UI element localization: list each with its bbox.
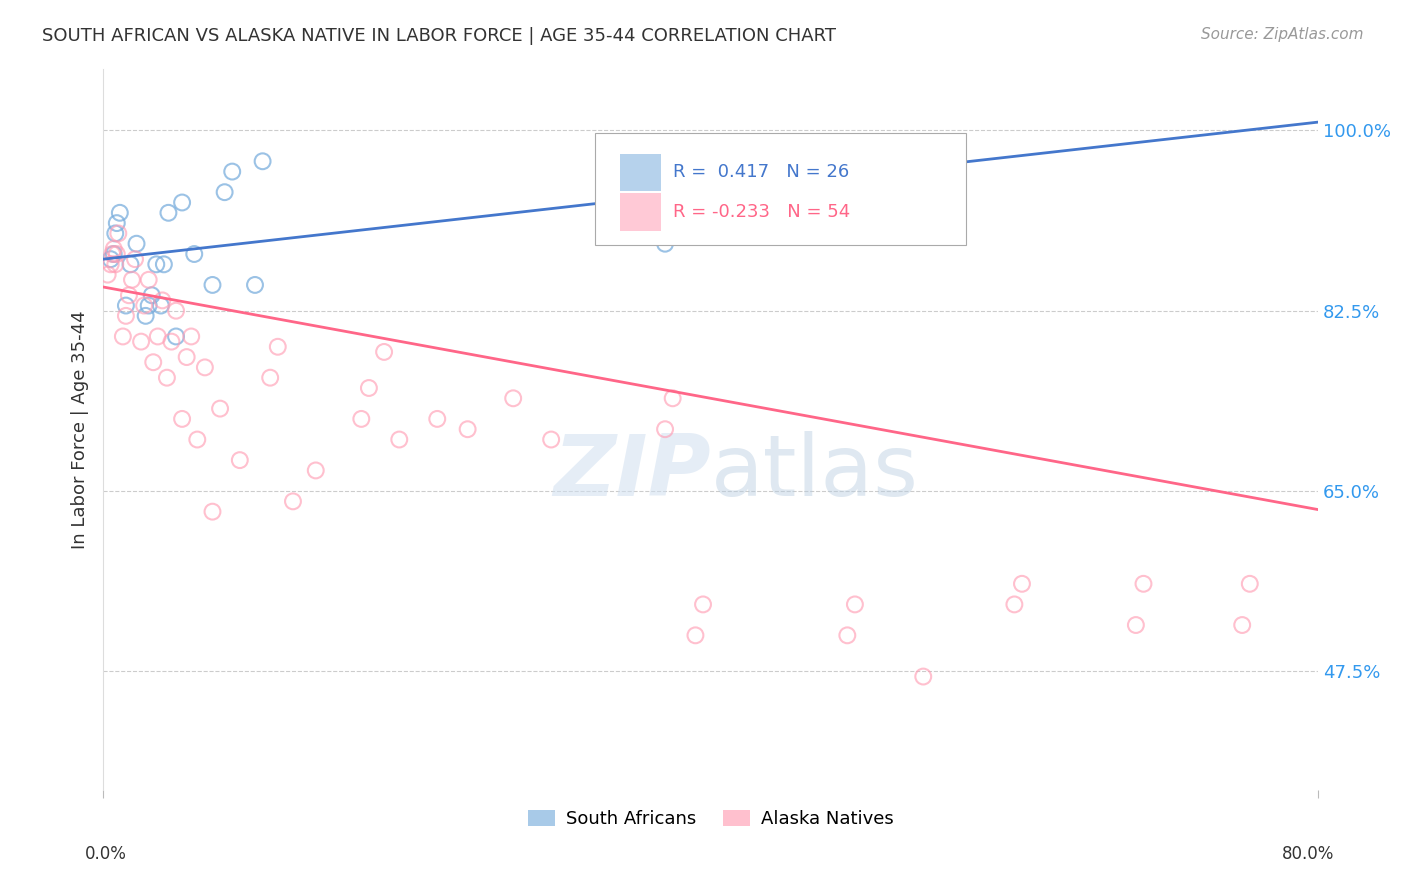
FancyBboxPatch shape	[595, 134, 966, 245]
Text: 80.0%: 80.0%	[1281, 846, 1334, 863]
Point	[138, 299, 160, 313]
Point	[1230, 618, 1253, 632]
Text: 0.0%: 0.0%	[84, 846, 127, 863]
Point	[654, 422, 676, 436]
Point	[115, 309, 138, 323]
Point	[153, 257, 176, 271]
Point	[281, 494, 304, 508]
Point	[201, 505, 224, 519]
Point	[105, 247, 128, 261]
Point	[160, 334, 183, 349]
Point	[540, 433, 562, 447]
Point	[100, 257, 122, 271]
Point	[129, 334, 152, 349]
Point	[150, 293, 173, 308]
Point	[135, 309, 157, 323]
Point	[157, 206, 180, 220]
Point	[103, 247, 125, 261]
Point	[214, 185, 236, 199]
Point	[149, 299, 172, 313]
Point	[1011, 576, 1033, 591]
Point	[183, 247, 205, 261]
Point	[103, 242, 125, 256]
Point	[1125, 618, 1147, 632]
Point	[141, 288, 163, 302]
Point	[388, 433, 411, 447]
Point	[350, 412, 373, 426]
Point	[107, 227, 129, 241]
Point	[165, 303, 187, 318]
Text: atlas: atlas	[710, 431, 918, 514]
Point	[654, 236, 676, 251]
Point	[172, 412, 194, 426]
Text: Source: ZipAtlas.com: Source: ZipAtlas.com	[1201, 27, 1364, 42]
Point	[243, 277, 266, 292]
Point	[115, 299, 138, 313]
Point	[1002, 598, 1025, 612]
Point	[138, 273, 160, 287]
Point	[120, 257, 142, 271]
Point	[357, 381, 380, 395]
Point	[844, 598, 866, 612]
Point	[186, 433, 208, 447]
Point	[229, 453, 252, 467]
Point	[104, 257, 127, 271]
Point	[373, 345, 395, 359]
Point	[661, 392, 683, 406]
Point	[104, 227, 127, 241]
Point	[837, 628, 859, 642]
FancyBboxPatch shape	[620, 153, 661, 191]
Point	[502, 392, 524, 406]
Point	[259, 370, 281, 384]
Point	[97, 268, 120, 282]
Text: ZIP: ZIP	[553, 431, 710, 514]
Y-axis label: In Labor Force | Age 35-44: In Labor Force | Age 35-44	[72, 310, 89, 549]
Point	[156, 370, 179, 384]
Point	[851, 216, 873, 230]
Point	[1132, 576, 1154, 591]
Point	[221, 164, 243, 178]
Point	[105, 216, 128, 230]
Point	[859, 164, 882, 178]
Point	[121, 273, 143, 287]
Point	[108, 206, 131, 220]
Point	[209, 401, 232, 416]
Text: R =  0.417   N = 26: R = 0.417 N = 26	[673, 163, 849, 181]
Point	[252, 154, 274, 169]
Point	[134, 299, 156, 313]
Point	[118, 288, 141, 302]
Point	[267, 340, 290, 354]
Point	[305, 463, 328, 477]
Point	[685, 628, 707, 642]
Point	[111, 329, 134, 343]
Point	[176, 350, 198, 364]
Text: R = -0.233   N = 54: R = -0.233 N = 54	[673, 203, 851, 221]
Point	[142, 355, 165, 369]
Point	[692, 598, 714, 612]
Point	[101, 247, 124, 261]
Point	[124, 252, 146, 267]
Point	[165, 329, 187, 343]
Point	[426, 412, 449, 426]
Text: SOUTH AFRICAN VS ALASKA NATIVE IN LABOR FORCE | AGE 35-44 CORRELATION CHART: SOUTH AFRICAN VS ALASKA NATIVE IN LABOR …	[42, 27, 837, 45]
Point	[180, 329, 202, 343]
Point	[194, 360, 217, 375]
Legend: South Africans, Alaska Natives: South Africans, Alaska Natives	[520, 802, 901, 835]
FancyBboxPatch shape	[620, 194, 661, 231]
Point	[146, 329, 169, 343]
Point	[912, 669, 935, 683]
Point	[125, 236, 148, 251]
Point	[457, 422, 479, 436]
Point	[1239, 576, 1261, 591]
Point	[145, 257, 167, 271]
Point	[172, 195, 194, 210]
Point	[100, 252, 122, 267]
Point	[201, 277, 224, 292]
